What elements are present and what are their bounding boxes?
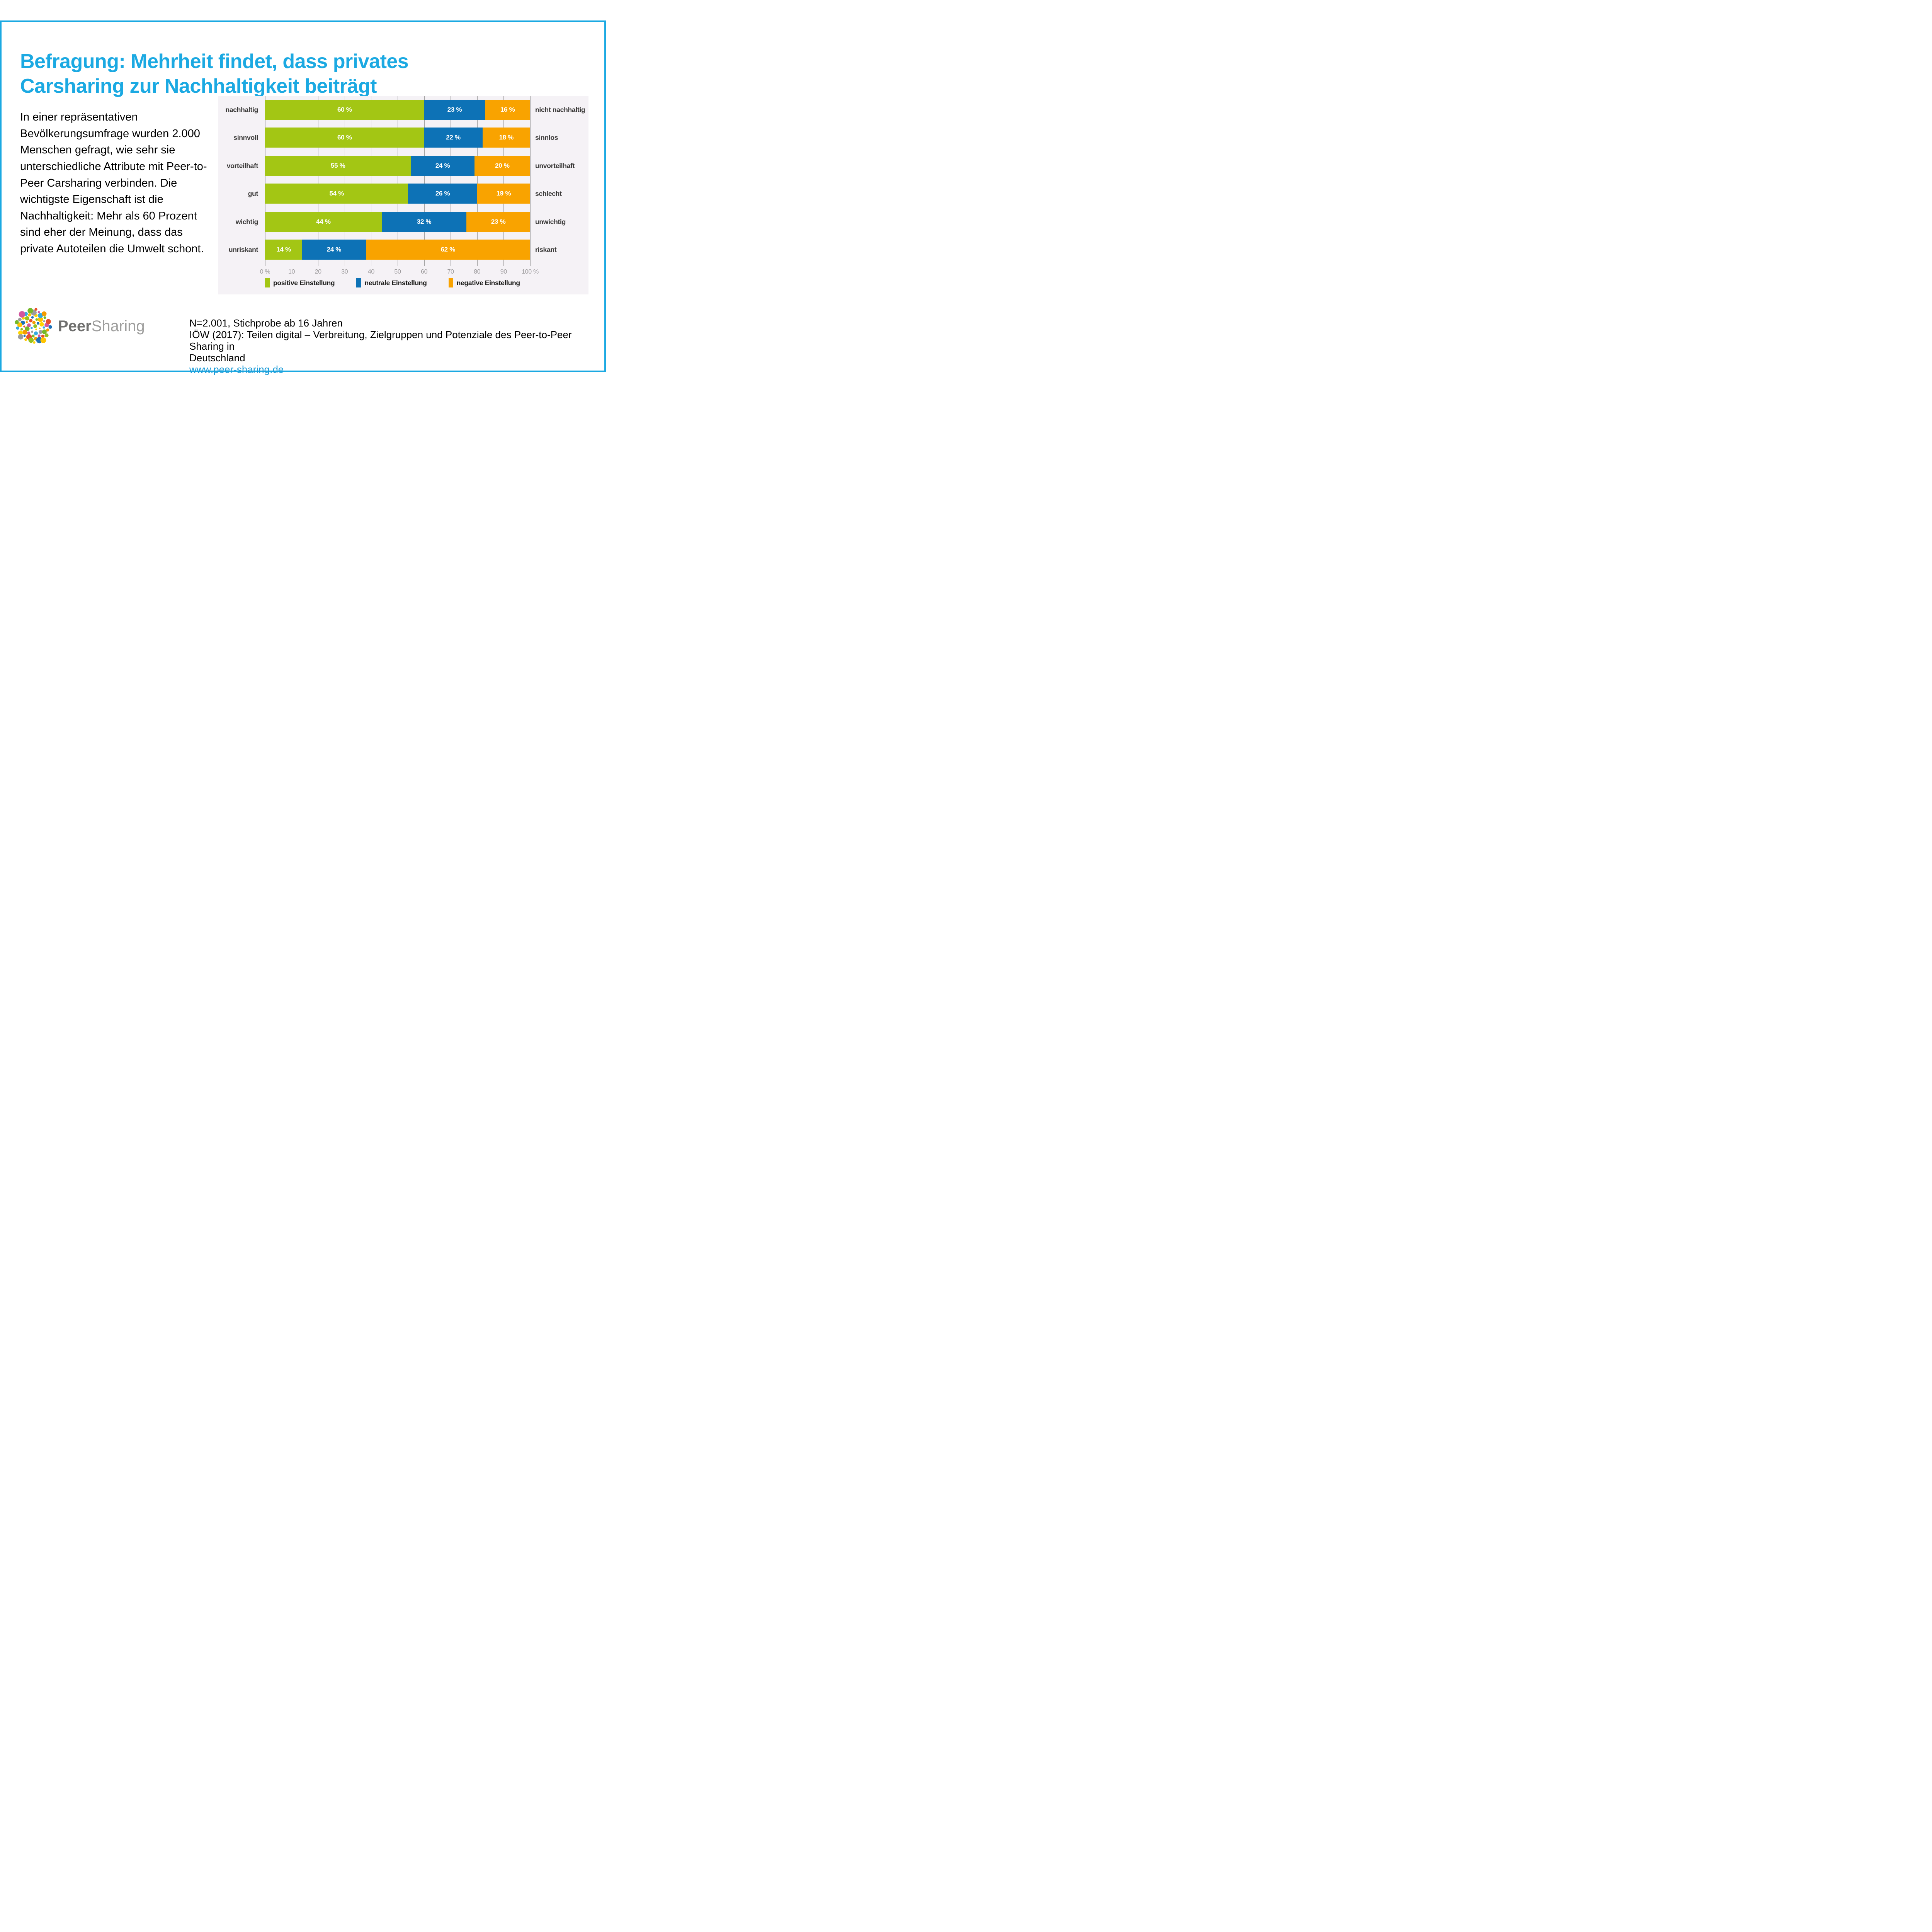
gridline [503,96,504,266]
category-label-left: nachhaltig [225,106,258,114]
x-axis-tick: 90 [500,269,507,275]
x-axis-tick: 50 [394,269,401,275]
legend-label: neutrale Einstellung [364,279,427,287]
bar-segment-neutral: 22 % [424,128,483,148]
category-label-left: gut [248,190,259,197]
category-label-left: unriskant [228,246,258,253]
x-axis-tick: 30 [341,269,348,275]
bar-row: 55 % 24 % 20 % [265,156,530,176]
category-label-left: sinnvoll [233,134,258,141]
bar-row: 60 % 23 % 16 % [265,100,530,120]
legend-item: negative Einstellung [448,278,520,287]
legend-swatch-icon [356,278,361,287]
logo-word-peer: Peer [58,317,92,335]
bar-segment-negative: 23 % [466,212,530,232]
intro-paragraph: In einer repräsentativen Bevölkerungsumf… [20,111,207,255]
bar-row: 44 % 32 % 23 % [265,212,530,232]
chart-legend: positive Einstellung neutrale Einstellung… [265,278,520,287]
page-border-frame [0,20,606,372]
legend-swatch-icon [448,278,453,287]
source-line: N=2.001, Stichprobe ab 16 Jahren [189,317,343,329]
gridline [424,96,425,266]
x-axis-tick: 100 % [522,269,539,275]
category-label-right: unwichtig [535,218,566,226]
gridline [477,96,478,266]
bar-segment-negative: 19 % [477,184,530,204]
bar-segment-negative: 18 % [482,128,530,148]
category-label-left: vorteilhaft [226,162,259,170]
bar-row: 54 % 26 % 19 % [265,184,530,204]
bar-segment-neutral: 23 % [424,100,485,120]
x-axis-tick: 0 % [260,269,270,275]
chart-panel: 0 % 10 20 30 40 50 60 70 80 90 100 % 60 % 23 % 16 % 60… [218,96,588,294]
bar-segment-neutral: 24 % [302,240,366,260]
bar-segment-positive: 60 % [265,128,424,148]
gridline [530,96,531,266]
page-title: Befragung: Mehrheit findet, dass private… [20,50,409,98]
bar-segment-positive: 54 % [265,184,408,204]
bar-segment-positive: 55 % [265,156,411,176]
category-label-right: nicht nachhaltig [535,106,585,114]
bar-segment-neutral: 26 % [408,184,477,204]
peersharing-logo: PeerSharing [14,306,145,346]
bar-segment-positive: 14 % [265,240,303,260]
legend-item: positive Einstellung [265,278,335,287]
bar-row: 60 % 22 % 18 % [265,128,530,148]
source-line: IÖW (2017): Teilen digital – Verbreitung… [189,329,572,352]
x-axis-tick: 80 [474,269,481,275]
legend-swatch-icon [265,278,270,287]
legend-label: positive Einstellung [273,279,335,287]
plot-area: 0 % 10 20 30 40 50 60 70 80 90 100 % 60 % 23 % 16 % 60… [260,96,539,294]
source-block: N=2.001, Stichprobe ab 16 Jahren IÖW (20… [189,317,603,375]
bar-segment-positive: 44 % [265,212,382,232]
x-axis-tick: 70 [447,269,454,275]
source-line: Deutschland [189,352,245,364]
logo-word-sharing: Sharing [91,317,145,335]
x-axis-tick: 60 [420,269,428,275]
bar-segment-neutral: 24 % [411,156,474,176]
peersharing-logo-icon [15,308,52,344]
bar-row: 14 % 24 % 62 % [265,240,530,260]
category-label-right: sinnlos [535,134,558,141]
bar-segment-negative: 16 % [485,100,530,120]
bar-segment-negative: 20 % [474,156,530,176]
bar-segment-negative: 62 % [366,240,530,260]
x-axis-tick: 20 [315,269,322,275]
x-axis-tick: 10 [288,269,295,275]
source-link[interactable]: www.peer-sharing.de [189,364,284,375]
legend-item: neutrale Einstellung [356,278,427,287]
category-label-right: unvorteilhaft [535,162,575,170]
bar-segment-positive: 60 % [265,100,424,120]
legend-label: negative Einstellung [456,279,520,287]
bar-segment-neutral: 32 % [381,212,467,232]
x-axis-tick: 40 [367,269,375,275]
category-label-left: wichtig [235,218,258,226]
peersharing-logo-wordmark: PeerSharing [58,318,145,335]
category-label-right: riskant [535,246,557,253]
category-label-right: schlecht [535,190,562,197]
